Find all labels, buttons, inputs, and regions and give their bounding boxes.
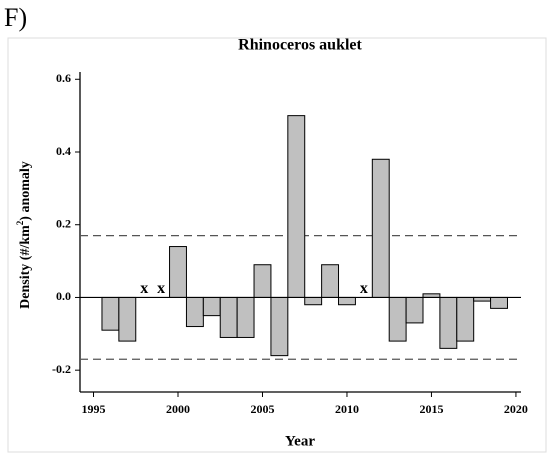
x-tick-label: 2020 [504,402,528,416]
x-tick-label: 2005 [250,402,274,416]
bar [185,296,204,328]
chart-title: Rhinoceros auklet [238,37,362,54]
bar [456,296,475,342]
bar [371,158,390,298]
y-tick-label: 0.4 [56,144,71,158]
x-tick-label: 1995 [82,402,106,416]
y-tick-label: 0.6 [56,71,71,85]
missing-marker: x [140,280,148,297]
bar [219,296,238,338]
y-tick-label: -0.2 [52,362,71,376]
y-tick-label: 0.0 [56,289,71,303]
bar [405,296,424,324]
missing-marker: x [157,280,165,297]
panel-label: F) [4,3,27,32]
bar [321,264,340,298]
x-tick-label: 2015 [419,402,443,416]
bar [253,264,272,298]
bar [287,115,306,298]
bar [439,296,458,349]
y-label-text: Density (#/km [18,225,33,309]
x-axis-label: Year [285,433,315,449]
x-tick-label: 2010 [335,402,359,416]
y-label-suffix: ) anomaly [18,161,33,221]
bar [118,296,137,342]
bar [490,296,508,309]
bar [388,296,407,342]
bar [304,296,323,306]
bar [202,296,221,317]
x-tick-label: 2000 [166,402,190,416]
y-tick-label: 0.2 [56,216,71,230]
bar [101,296,120,331]
bar [338,296,356,306]
y-label-sup: 2 [15,220,25,225]
y-axis-label: Density (#/km2) anomaly [15,161,33,309]
bar [270,296,289,357]
bar [236,296,255,338]
frame [7,37,547,453]
bar [169,246,187,298]
missing-marker: x [360,280,368,297]
